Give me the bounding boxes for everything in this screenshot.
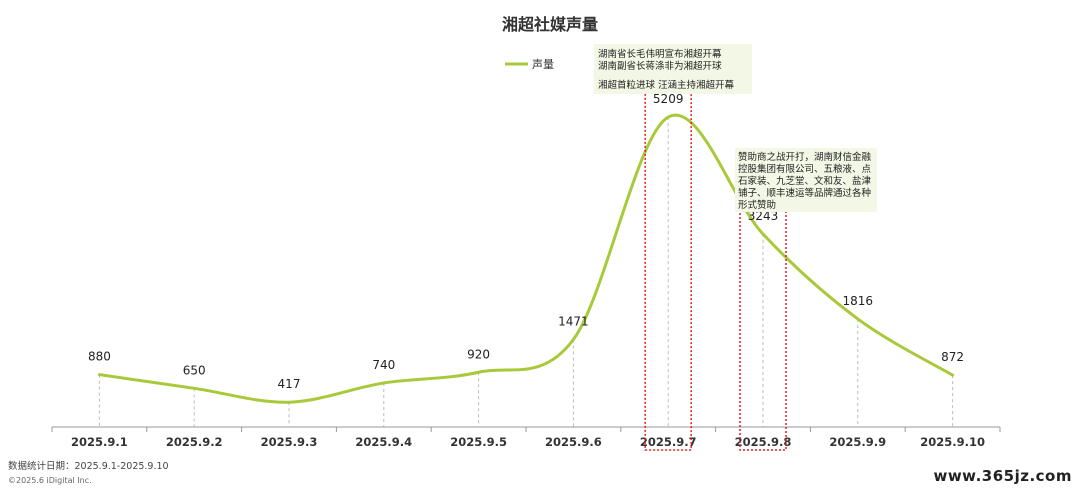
x-axis-ticks [51, 427, 1001, 432]
annotation-sponsors-line: 石家装、九芝堂、文和友、盐津 [738, 175, 872, 187]
annotation-opening: 湖南省长毛伟明宣布湘超开幕 湖南副省长蒋涤非为湘超开球 湘超首粒进球 汪涵主持湘… [594, 44, 752, 94]
highlight-box [739, 200, 787, 451]
drop-lines [98, 117, 954, 427]
annotation-opening-line: 湖南省长毛伟明宣布湘超开幕 [598, 48, 722, 60]
data-label: 650 [183, 363, 206, 377]
data-labels: 880 650 417 740 920 1471 5209 3243 1816 872 [88, 92, 964, 391]
x-tick-label: 2025.9.8 [735, 435, 792, 449]
chart-title: 湘超社媒声量 [502, 15, 598, 34]
data-label: 920 [467, 347, 490, 361]
x-tick-label: 2025.9.10 [920, 435, 985, 449]
x-tick-label: 2025.9.9 [829, 435, 886, 449]
x-axis-tick-labels: 2025.9.1 2025.9.2 2025.9.3 2025.9.4 2025.9.5… [71, 435, 985, 449]
highlight-boxes [644, 83, 787, 451]
data-label: 1816 [843, 294, 874, 308]
watermark: www.365jz.com [933, 467, 1072, 485]
x-tick-label: 2025.9.3 [261, 435, 318, 449]
annotation-sponsors-line: 形式赞助 [738, 199, 776, 211]
x-tick-label: 2025.9.6 [545, 435, 602, 449]
data-label: 1471 [558, 314, 589, 328]
data-label: 880 [88, 350, 111, 364]
data-label: 417 [278, 377, 301, 391]
annotation-opening-bg [594, 44, 752, 94]
highlight-box [644, 83, 692, 451]
x-tick-label: 2025.9.7 [640, 435, 697, 449]
annotation-sponsors-line: 控股集团有限公司、五粮液、点 [738, 163, 872, 175]
data-label: 3243 [748, 209, 779, 223]
x-tick-label: 2025.9.5 [450, 435, 507, 449]
annotation-sponsors: 赞助商之战开打，湖南财信金融 控股集团有限公司、五粮液、点 石家装、九芝堂、文和… [735, 148, 877, 212]
data-label: 5209 [653, 92, 684, 106]
annotation-sponsors-line: 赞助商之战开打，湖南财信金融 [738, 151, 872, 163]
annotation-opening-line: 湖南副省长蒋涤非为湘超开球 [598, 60, 722, 72]
x-tick-label: 2025.9.2 [166, 435, 223, 449]
x-tick-label: 2025.9.1 [71, 435, 128, 449]
data-source-note: 数据统计日期：2025.9.1-2025.9.10 [8, 460, 169, 472]
series-line-声量 [97, 113, 955, 404]
data-label: 740 [372, 358, 395, 372]
annotation-sponsors-line: 铺子、顺丰速运等品牌通过各种 [738, 187, 871, 199]
legend: 声量 [505, 57, 554, 71]
annotation-goal-line: 湘超首粒进球 汪涵主持湘超开幕 [598, 79, 735, 91]
annotation-sponsors-bg [735, 148, 877, 212]
data-label: 872 [941, 350, 964, 364]
copyright: ©2025.6 iDigital Inc. [8, 476, 92, 485]
legend-label: 声量 [532, 57, 554, 71]
x-tick-label: 2025.9.4 [355, 435, 412, 449]
